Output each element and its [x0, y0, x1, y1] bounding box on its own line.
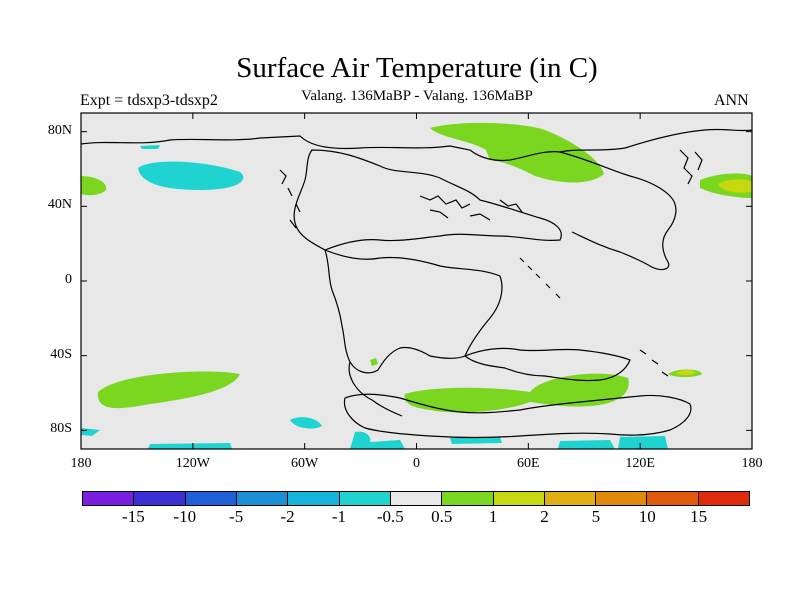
cb-label-m10: -10	[173, 507, 197, 526]
lon-label-4: 60E	[517, 456, 540, 471]
colorbar-cell-12	[698, 492, 750, 505]
cyan-region-antarctic-2	[350, 431, 405, 449]
lat-label-0: 0	[65, 272, 72, 287]
coastline-northeast-detail	[679, 149, 703, 185]
cb-label-m5: -5	[229, 507, 244, 526]
cb-label-2: 2	[540, 507, 549, 526]
lat-label-40s: 40S	[50, 346, 72, 362]
coastline-gondwana-east	[463, 347, 631, 382]
lon-label-5: 120E	[625, 456, 655, 471]
coastline-europe-detail	[419, 195, 523, 221]
coastlines	[81, 128, 752, 439]
colorbar-cell-9	[544, 492, 597, 505]
yellow-region-east-small	[676, 370, 696, 376]
colorbar-cell-2	[185, 492, 237, 505]
lon-label-1: 120W	[175, 456, 210, 471]
map-title: Surface Air Temperature (in C)	[236, 52, 598, 84]
colorbar	[82, 491, 750, 506]
colorbar-cell-6	[390, 492, 443, 505]
yellow-region-northeast	[718, 179, 752, 193]
colorbar-cell-1	[134, 492, 186, 505]
coastline-south-america-tip	[348, 361, 403, 417]
coastline-antarctica	[343, 393, 692, 439]
cb-label-m15: -15	[122, 507, 145, 526]
coastline-laurasia	[293, 149, 562, 251]
cb-label-m2: -2	[280, 507, 295, 526]
colorbar-cell-8	[493, 492, 545, 505]
cyan-region-south-atlantic	[290, 417, 322, 429]
green-region-small-south	[370, 358, 378, 366]
colorbar-cell-5	[339, 492, 391, 505]
cb-label-5: 5	[591, 507, 601, 526]
coastline-greenland-detail	[279, 169, 301, 229]
anomaly-regions	[81, 122, 752, 449]
axis-ticks	[80, 113, 753, 449]
lat-label-80s: 80S	[50, 421, 72, 437]
lon-label-3: 0	[413, 456, 420, 471]
cyan-region-antarctic-1	[148, 443, 232, 449]
colorbar-cell-4	[288, 492, 340, 505]
cyan-region-antarctic-4	[558, 440, 615, 449]
green-region-west-edge	[81, 176, 107, 196]
green-region-south-pacific	[97, 371, 241, 409]
lon-label-2: 60W	[291, 456, 319, 471]
cb-label-05: 0.5	[431, 507, 453, 526]
coastline-gondwana-west	[324, 248, 503, 374]
experiment-label: Expt = tdsxp3-tdsxp2	[80, 92, 218, 109]
cyan-region-north-pacific	[138, 161, 244, 190]
map-subtitle: Valang. 136MaBP - Valang. 136MaBP	[301, 88, 533, 104]
lon-label-6: 180	[741, 456, 763, 471]
lat-label-40n: 40N	[47, 197, 72, 213]
coastline-islands-east	[519, 257, 669, 377]
cb-label-m05: -0.5	[376, 507, 404, 526]
cb-label-10: 10	[638, 507, 656, 526]
lon-label-0: 180	[70, 456, 92, 471]
coastline-asia-east	[559, 151, 677, 271]
green-region-arctic	[430, 122, 604, 183]
cyan-region-arctic	[140, 145, 160, 149]
colorbar-cell-7	[442, 492, 494, 505]
cyan-region-antarctic-3	[450, 437, 502, 444]
cyan-region-antarctic-5	[618, 436, 668, 449]
colorbar-cell-3	[236, 492, 289, 505]
colorbar-cell-10	[596, 492, 648, 505]
colorbar-cell-11	[647, 492, 699, 505]
colorbar-cell-0	[83, 492, 135, 505]
cb-label-m1: -1	[331, 507, 346, 526]
cb-label-1: 1	[488, 507, 498, 526]
lat-label-80n: 80N	[47, 122, 72, 138]
period-label: ANN	[714, 92, 749, 109]
cb-label-15: 15	[690, 507, 708, 526]
coastline-north-polar	[81, 128, 752, 162]
